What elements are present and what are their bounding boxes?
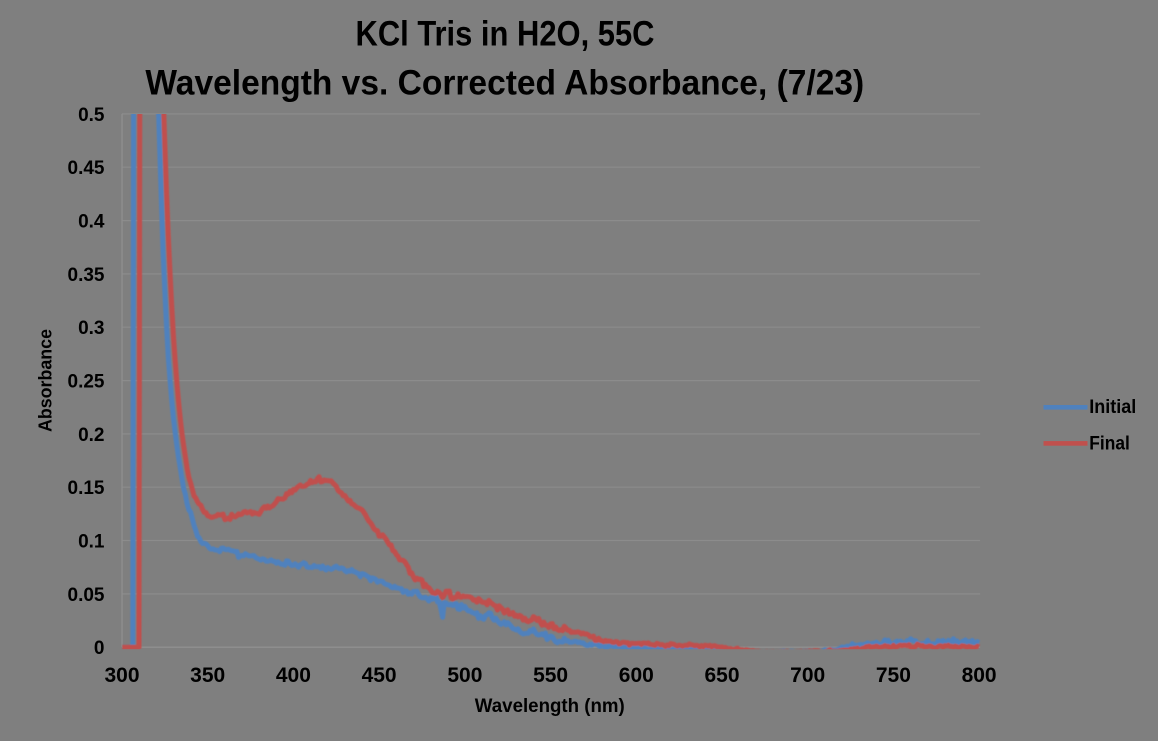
svg-text:0.2: 0.2: [78, 425, 104, 446]
svg-text:0.1: 0.1: [78, 532, 105, 553]
svg-text:0.05: 0.05: [68, 585, 105, 606]
svg-text:550: 550: [533, 664, 568, 687]
svg-text:0: 0: [94, 638, 105, 659]
svg-text:0.45: 0.45: [68, 158, 105, 179]
svg-text:Wavelength vs. Corrected Absor: Wavelength vs. Corrected Absorbance, (7/…: [145, 64, 864, 103]
svg-text:KCl Tris in H2O, 55C: KCl Tris in H2O, 55C: [356, 14, 655, 53]
svg-text:0.5: 0.5: [78, 105, 105, 126]
svg-text:700: 700: [790, 664, 825, 687]
svg-text:800: 800: [962, 664, 997, 687]
svg-text:500: 500: [447, 664, 482, 687]
svg-text:400: 400: [276, 664, 311, 687]
svg-text:0.4: 0.4: [78, 212, 105, 233]
svg-text:750: 750: [876, 664, 911, 687]
svg-text:300: 300: [104, 664, 139, 687]
svg-text:0.15: 0.15: [68, 478, 105, 499]
svg-text:0.3: 0.3: [78, 318, 104, 339]
svg-text:350: 350: [190, 664, 225, 687]
svg-text:600: 600: [619, 664, 654, 687]
svg-text:0.25: 0.25: [68, 372, 105, 393]
svg-text:650: 650: [704, 664, 739, 687]
svg-text:Wavelength (nm): Wavelength (nm): [475, 696, 625, 717]
svg-text:450: 450: [362, 664, 397, 687]
svg-text:Final: Final: [1089, 432, 1130, 454]
svg-text:Absorbance: Absorbance: [36, 329, 56, 432]
svg-text:0.35: 0.35: [68, 265, 105, 286]
svg-text:Initial: Initial: [1089, 396, 1136, 418]
